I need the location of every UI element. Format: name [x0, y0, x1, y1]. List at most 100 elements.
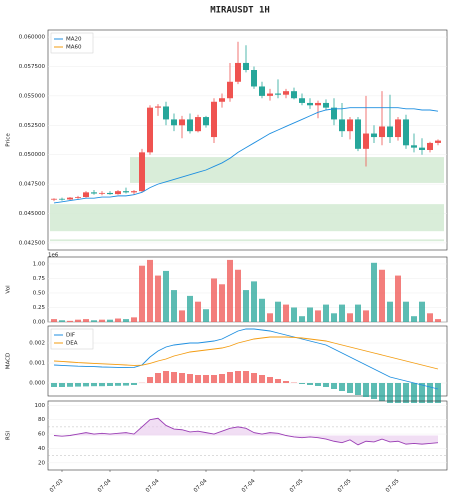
legend-box — [50, 32, 94, 54]
volume-bar — [203, 309, 209, 322]
candle-body — [59, 198, 65, 200]
y-axis-label: RSI — [6, 431, 12, 440]
candle-body — [163, 106, 169, 120]
volume-bar — [291, 307, 297, 322]
legend-box — [50, 328, 94, 350]
volume-bar — [107, 319, 113, 322]
zone — [130, 157, 444, 183]
candle-body — [427, 142, 433, 150]
macd-bar — [331, 383, 337, 389]
volume-bar — [355, 304, 361, 322]
candle-body — [139, 152, 145, 192]
legend-label: DIF — [66, 333, 75, 339]
candle-body — [75, 197, 81, 198]
macd-bar — [91, 383, 97, 387]
candle-body — [259, 86, 265, 96]
chart-title: MIRAUSDT 1H — [210, 6, 270, 16]
candle-body — [243, 62, 249, 70]
y-tick-label: 0.042500 — [19, 240, 46, 246]
macd-bar — [355, 383, 361, 395]
volume-bar — [419, 301, 425, 322]
candle-body — [51, 198, 57, 200]
y-tick-label: 0.25 — [33, 305, 46, 311]
volume-bar — [227, 259, 233, 322]
y-tick-label: 0.002 — [29, 341, 45, 347]
macd-bar — [179, 373, 185, 383]
volume-bar — [99, 319, 105, 322]
volume-bar — [59, 320, 65, 322]
volume-bar — [411, 316, 417, 322]
macd-bar — [51, 383, 57, 387]
macd-bar — [195, 375, 201, 383]
y-tick-label: 0.052500 — [19, 123, 46, 129]
volume-bar — [187, 295, 193, 322]
candle-body — [99, 192, 105, 194]
macd-bar — [211, 375, 217, 383]
macd-bar — [323, 383, 329, 387]
candle-body — [91, 192, 97, 194]
candle-body — [291, 91, 297, 99]
candle-body — [379, 126, 385, 138]
macd-bar — [219, 374, 225, 383]
macd-bar — [419, 383, 425, 403]
macd-bar — [83, 383, 89, 387]
macd-bar — [403, 383, 409, 403]
macd-bar — [379, 383, 385, 401]
macd-bar — [67, 383, 73, 387]
macd-bar — [235, 371, 241, 383]
candle-body — [283, 91, 289, 95]
panel-frame — [47, 29, 448, 251]
volume-bar — [275, 301, 281, 322]
candle-body — [339, 119, 345, 132]
volume-bar — [323, 304, 329, 322]
volume-bar — [171, 290, 177, 322]
y-tick-label: 0.00 — [33, 320, 46, 326]
volume-bar — [283, 304, 289, 322]
volume-bar — [51, 319, 57, 322]
zone — [50, 204, 444, 232]
y-tick-label: 40 — [38, 446, 45, 452]
volume-bar — [315, 310, 321, 322]
macd-bar — [395, 383, 401, 403]
y-tick-label: 0.050000 — [19, 152, 46, 158]
macd-bar — [131, 383, 137, 385]
macd-bar — [387, 383, 393, 403]
volume-bar — [147, 259, 153, 322]
candle-body — [211, 101, 217, 138]
volume-bar — [427, 313, 433, 322]
volume-bar — [219, 284, 225, 322]
candle-body — [155, 106, 161, 108]
candle-body — [411, 145, 417, 148]
offset-label: 1e6 — [48, 253, 59, 259]
volume-bar — [235, 269, 241, 322]
y-tick-label: 0.057500 — [19, 64, 46, 70]
legend-label: MA60 — [66, 45, 82, 51]
macd-bar — [99, 383, 105, 387]
volume-bar — [195, 301, 201, 322]
volume-bar — [347, 313, 353, 322]
y-tick-label: 0.001 — [29, 361, 45, 367]
volume-bar — [403, 301, 409, 322]
candle-body — [275, 93, 281, 95]
volume-bar — [379, 269, 385, 322]
macd-bar — [435, 383, 441, 403]
volume-bar — [75, 319, 81, 322]
candle-body — [363, 133, 369, 149]
y-tick-label: 0.060000 — [19, 35, 46, 41]
macd-bar — [371, 383, 377, 399]
panel-frame — [47, 325, 448, 397]
macd-bar — [259, 375, 265, 383]
macd-bar — [147, 377, 153, 383]
x-tick-label: 07-04 — [145, 478, 161, 494]
candle-body — [147, 107, 153, 153]
y-tick-label: 0.055000 — [19, 93, 46, 99]
volume-bar — [243, 290, 249, 322]
rsi-area — [54, 418, 438, 445]
macd-bar — [227, 372, 233, 383]
y-tick-label: 0.50 — [33, 290, 46, 296]
candle-body — [331, 107, 337, 120]
volume-bar — [339, 304, 345, 322]
candle-body — [395, 119, 401, 138]
candle-body — [195, 117, 201, 132]
